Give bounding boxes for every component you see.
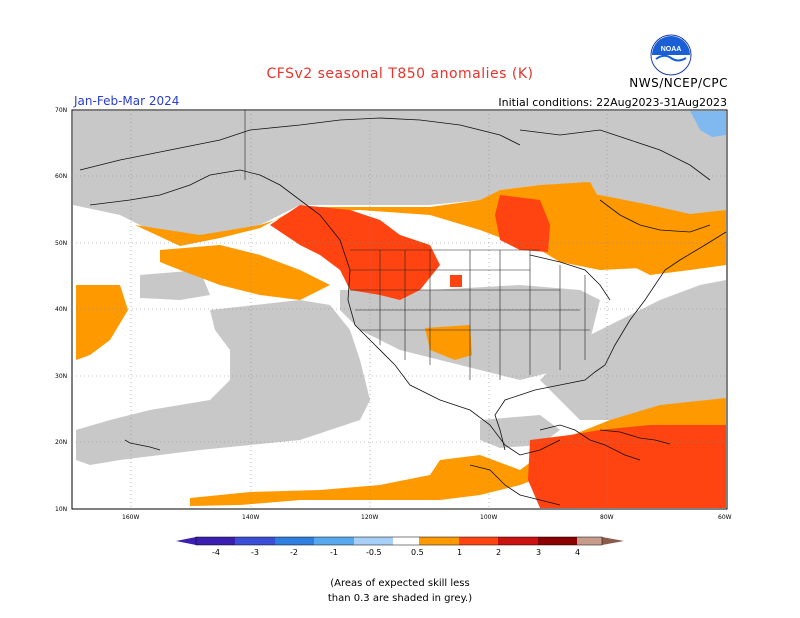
noaa-logo-icon: NOAA xyxy=(650,34,692,76)
initial-conditions: Initial conditions: 22Aug2023-31Aug2023 xyxy=(498,96,727,109)
lon-label-60w: 60W xyxy=(718,514,732,521)
lon-label-160w: 160W xyxy=(122,514,140,521)
lon-label-80w: 80W xyxy=(600,514,614,521)
lat-label-30n: 30N xyxy=(55,373,68,380)
graticule xyxy=(72,110,727,509)
lat-label-50n: 50N xyxy=(55,240,68,247)
colorbar-label: -2 xyxy=(290,548,298,557)
lat-label-10n: 10N xyxy=(55,506,68,513)
state-borders xyxy=(244,110,590,380)
forecast-period: Jan-Feb-Mar 2024 xyxy=(74,94,180,108)
colorbar-label: 2 xyxy=(496,548,502,557)
svg-text:NOAA: NOAA xyxy=(661,46,682,53)
lat-label-40n: 40N xyxy=(55,306,68,313)
colorbar-label: -3 xyxy=(251,548,259,557)
lat-label-60n: 60N xyxy=(55,173,68,180)
colorbar-label: 1 xyxy=(457,548,463,557)
colorbar-label: 4 xyxy=(575,548,581,557)
lat-label-70n: 70N xyxy=(55,107,68,114)
colorbar xyxy=(176,536,624,546)
credit-label: NWS/NCEP/CPC xyxy=(629,76,728,90)
colorbar-label: -1 xyxy=(330,548,338,557)
red-anomaly-areas xyxy=(270,195,726,508)
lon-label-120w: 120W xyxy=(361,514,379,521)
colorbar-label: 0.5 xyxy=(411,548,424,557)
map-title: CFSv2 seasonal T850 anomalies (K) xyxy=(266,66,534,82)
lat-label-20n: 20N xyxy=(55,439,68,446)
orange-anomaly-areas xyxy=(76,182,726,506)
colorbar-label: -0.5 xyxy=(366,548,382,557)
lon-label-140w: 140W xyxy=(242,514,260,521)
skill-note: (Areas of expected skill less than 0.3 a… xyxy=(327,578,473,604)
colorbar-label: 3 xyxy=(536,548,542,557)
coastlines xyxy=(79,117,727,506)
lon-label-100w: 100W xyxy=(480,514,498,521)
colorbar-label: -4 xyxy=(212,548,220,557)
light-blue-anomaly-area xyxy=(690,111,726,137)
